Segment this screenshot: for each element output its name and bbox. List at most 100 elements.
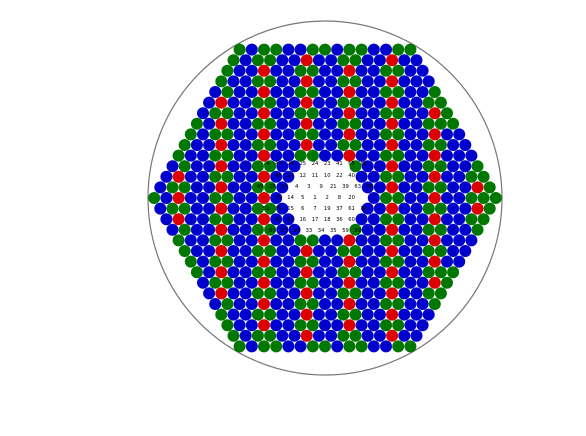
hex-cell bbox=[319, 107, 331, 120]
hex-cell bbox=[343, 319, 356, 332]
hex-cell bbox=[441, 234, 453, 247]
hex-cell bbox=[343, 149, 356, 162]
hex-cell bbox=[197, 255, 209, 268]
hex-cell bbox=[380, 213, 392, 226]
center-cell-label: 53 bbox=[281, 228, 288, 234]
center-cell-label: 6 bbox=[301, 206, 304, 212]
center-cell-label: 9 bbox=[319, 184, 322, 190]
hex-cell bbox=[367, 276, 380, 289]
hex-cell bbox=[258, 128, 270, 141]
hex-cell bbox=[184, 149, 197, 162]
hex-cell bbox=[312, 287, 325, 300]
hex-cell bbox=[367, 107, 380, 120]
hex-cell bbox=[312, 96, 325, 109]
hex-cell bbox=[410, 96, 423, 109]
hex-cell bbox=[227, 117, 240, 130]
hex-cell bbox=[227, 54, 240, 67]
hex-cell bbox=[270, 128, 283, 141]
hex-cell bbox=[459, 245, 472, 257]
hex-cell bbox=[343, 43, 356, 56]
center-cell-label: 39 bbox=[342, 184, 349, 190]
center-cell-label: 1 bbox=[313, 195, 316, 201]
hex-cell bbox=[319, 86, 331, 98]
hex-cell bbox=[373, 287, 386, 300]
hex-cell bbox=[166, 160, 179, 173]
hex-cell bbox=[294, 86, 307, 98]
center-cell-label: 29 bbox=[275, 195, 282, 201]
hex-cell bbox=[355, 64, 368, 77]
hex-cell bbox=[349, 75, 362, 88]
hex-cell bbox=[404, 319, 417, 332]
hex-cell bbox=[471, 223, 484, 236]
hex-cell bbox=[178, 181, 191, 194]
center-cell-label: 22 bbox=[336, 173, 343, 179]
hex-cell bbox=[410, 245, 423, 257]
hex-cell bbox=[343, 340, 356, 353]
hex-cell bbox=[233, 149, 246, 162]
hex-cell bbox=[428, 234, 441, 247]
hex-cell bbox=[349, 54, 362, 67]
hex-cell bbox=[410, 181, 423, 194]
hex-cell bbox=[178, 245, 191, 257]
center-cell-label: 65 bbox=[348, 161, 355, 167]
hex-cell bbox=[221, 170, 234, 183]
hex-cell bbox=[453, 255, 466, 268]
hex-cell bbox=[392, 298, 405, 310]
center-cell-label: 88 bbox=[360, 161, 367, 167]
hex-cell bbox=[221, 213, 234, 226]
hex-cell bbox=[251, 245, 264, 257]
hex-cell bbox=[386, 181, 399, 194]
hex-cell bbox=[300, 245, 313, 257]
hex-cell bbox=[355, 234, 368, 247]
center-cell-label: 13 bbox=[281, 184, 288, 190]
hex-cell bbox=[258, 192, 270, 204]
hex-cell bbox=[392, 213, 405, 226]
hex-cell bbox=[203, 160, 216, 173]
hex-cell bbox=[453, 234, 466, 247]
center-cell-label: 63 bbox=[354, 184, 361, 190]
hex-cell bbox=[288, 160, 301, 173]
hex-cell bbox=[380, 192, 392, 204]
hex-cell bbox=[361, 308, 374, 321]
center-cell-label: 51 bbox=[263, 206, 270, 212]
hex-cell bbox=[392, 128, 405, 141]
hex-cell bbox=[258, 213, 270, 226]
hex-cell bbox=[264, 266, 277, 279]
hex-cell bbox=[398, 223, 411, 236]
hex-cell bbox=[392, 43, 405, 56]
hex-cell bbox=[489, 192, 502, 204]
hex-cell bbox=[441, 107, 453, 120]
hex-cell bbox=[367, 319, 380, 332]
hex-cell bbox=[386, 202, 399, 215]
hex-cell bbox=[245, 64, 258, 77]
hex-cell bbox=[258, 170, 270, 183]
hex-cell bbox=[276, 160, 289, 173]
hex-cell bbox=[453, 192, 466, 204]
hex-cell bbox=[459, 202, 472, 215]
hex-cell bbox=[190, 139, 203, 151]
hex-cell bbox=[343, 128, 356, 141]
hex-cell bbox=[270, 298, 283, 310]
hex-cell bbox=[312, 308, 325, 321]
hex-cell bbox=[410, 75, 423, 88]
hex-cell bbox=[325, 245, 338, 257]
hex-cell bbox=[373, 223, 386, 236]
hex-cell bbox=[300, 75, 313, 88]
hex-cell bbox=[386, 75, 399, 88]
center-cell-label: 30 bbox=[275, 206, 282, 212]
hex-cell bbox=[264, 54, 277, 67]
hex-cell bbox=[258, 298, 270, 310]
hex-cell bbox=[398, 160, 411, 173]
hex-cell bbox=[270, 234, 283, 247]
hex-cell bbox=[343, 107, 356, 120]
hex-cell bbox=[325, 329, 338, 342]
hex-cell bbox=[312, 139, 325, 151]
hex-cell bbox=[349, 308, 362, 321]
hex-cell bbox=[288, 245, 301, 257]
hex-cell bbox=[422, 245, 435, 257]
hex-cell bbox=[251, 266, 264, 279]
hex-cell bbox=[447, 266, 460, 279]
hex-cell bbox=[215, 96, 228, 109]
hex-cell bbox=[386, 245, 399, 257]
